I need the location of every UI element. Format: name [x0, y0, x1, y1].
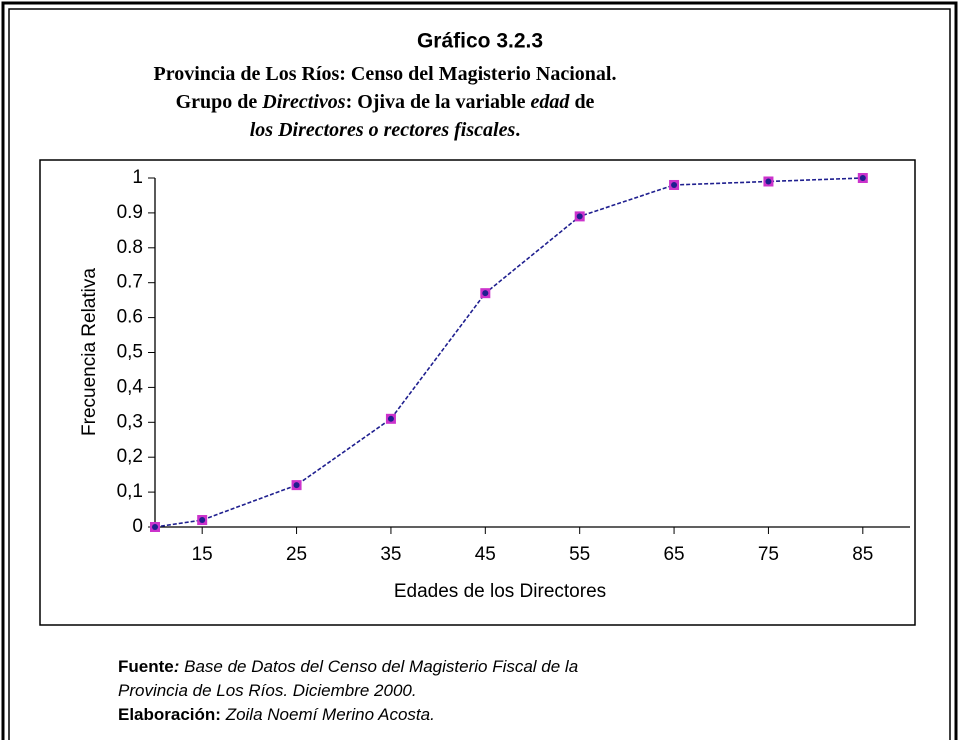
- figure-title: Gráfico 3.2.3: [417, 30, 543, 53]
- data-marker-core: [293, 482, 300, 489]
- y-tick-label: 0,1: [117, 481, 143, 502]
- data-marker-core: [152, 524, 158, 530]
- y-tick-label: 0,3: [117, 411, 143, 432]
- text-segment: Base de Datos del Censo del Magisterio F…: [179, 657, 578, 676]
- data-marker-core: [671, 181, 678, 188]
- data-marker-core: [199, 517, 206, 524]
- inner-frame: [8, 8, 951, 740]
- data-marker-core: [859, 175, 866, 181]
- text-segment: los Directores o rectores fiscales: [250, 119, 516, 141]
- x-tick-label: 85: [852, 544, 873, 565]
- y-tick-label: 0,2: [117, 446, 143, 467]
- data-marker-core: [387, 415, 394, 422]
- text-segment: Elaboración:: [118, 705, 221, 724]
- text-segment: Zoila Noemí Merino Acosta.: [221, 705, 435, 724]
- subtitle-lines: los Directores o rectores fiscales.: [250, 119, 521, 141]
- x-tick-label: 65: [663, 544, 684, 565]
- text-segment: Fuente: [118, 657, 174, 676]
- y-tick-label: 0.9: [117, 202, 143, 223]
- footer-lines: Fuente: Base de Datos del Censo del Magi…: [118, 657, 578, 676]
- footer-lines: Provincia de Los Ríos. Diciembre 2000.: [118, 681, 417, 700]
- x-tick-label: 45: [475, 544, 496, 565]
- text-segment: .: [515, 119, 520, 141]
- text-segment: :: [174, 657, 180, 676]
- y-tick-label: 0,4: [117, 376, 144, 397]
- y-tick-label: 0.8: [117, 237, 143, 258]
- text-segment: Provincia de Los Ríos: Censo del Magiste…: [154, 63, 617, 85]
- y-tick-label: 0,5: [117, 342, 143, 363]
- data-marker-core: [482, 290, 489, 297]
- x-tick-label: 15: [192, 544, 213, 565]
- footer-lines: Elaboración: Zoila Noemí Merino Acosta.: [118, 705, 435, 724]
- data-line: [154, 177, 863, 528]
- data-marker-core: [765, 178, 772, 185]
- y-axis-label: Frecuencia Relativa: [79, 268, 100, 436]
- text-segment: Directivos: [261, 91, 346, 113]
- subtitle-lines: Grupo de Directivos: Ojiva de la variabl…: [176, 91, 595, 113]
- y-tick-label: 1: [132, 167, 143, 188]
- x-tick-label: 75: [758, 544, 779, 565]
- text-segment: Grupo de: [176, 91, 263, 113]
- data-marker-core: [576, 213, 583, 220]
- x-tick-label: 25: [286, 544, 307, 565]
- x-tick-label: 35: [380, 544, 401, 565]
- y-tick-label: 0.7: [117, 272, 143, 293]
- text-segment: Provincia de Los Ríos. Diciembre 2000.: [118, 681, 417, 700]
- chart-box: [39, 159, 916, 626]
- text-segment: edad: [531, 91, 571, 113]
- y-tick-label: 0.6: [117, 307, 143, 328]
- x-axis-label: Edades de los Directores: [394, 581, 606, 602]
- text-segment: de: [569, 91, 594, 113]
- x-tick-label: 55: [569, 544, 590, 565]
- text-segment: : Ojiva de la variable: [346, 91, 531, 113]
- y-tick-label: 0: [132, 516, 143, 537]
- subtitle-lines: Provincia de Los Ríos: Censo del Magiste…: [154, 63, 617, 85]
